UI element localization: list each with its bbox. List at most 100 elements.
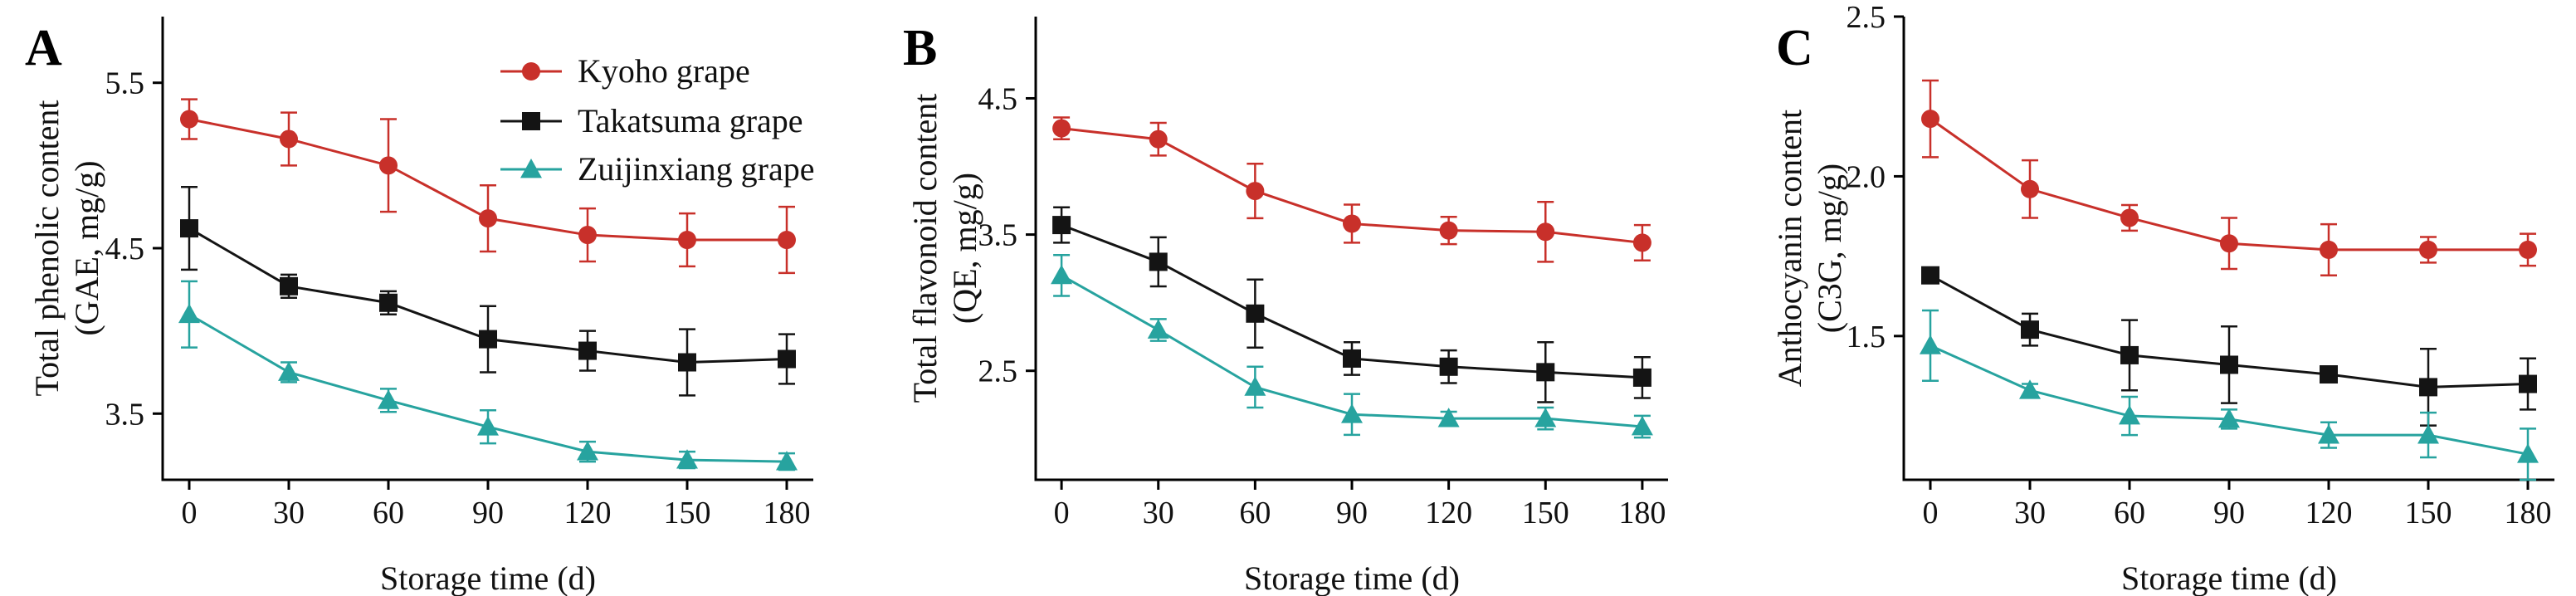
data-point	[2120, 208, 2139, 227]
data-point	[378, 389, 399, 409]
x-tick-label: 90	[472, 496, 504, 530]
data-point	[1920, 335, 1941, 354]
data-point	[1343, 214, 1361, 233]
legend-entry: Kyoho grape	[578, 52, 750, 90]
y-tick-label: 3.5	[105, 397, 145, 432]
data-point	[1149, 252, 1168, 271]
data-point	[2320, 240, 2338, 259]
panel-c: 0 30 60 90 120 150 180 1.5 2.0 2.5 Storage time (d…	[1771, 0, 2554, 596]
y-tick-label: 3.5	[978, 218, 1018, 253]
data-point	[1921, 110, 1939, 129]
x-axis-title: Storage time (d)	[380, 559, 596, 596]
data-point	[2021, 320, 2039, 340]
data-point	[2419, 240, 2437, 259]
x-tick-label: 0	[182, 496, 198, 530]
panel-b: 0 30 60 90 120 150 180 2.5 3.5 4.5 Storage time (d…	[903, 17, 1668, 596]
data-point	[2220, 355, 2238, 374]
panel-letter: C	[1776, 20, 1813, 76]
legend-entry: Takatsuma grape	[578, 102, 803, 139]
y-axis-title-line2: (C3G, mg/g)	[1811, 164, 1848, 333]
data-point	[2019, 379, 2041, 399]
data-point	[1631, 415, 1653, 436]
data-point	[678, 231, 696, 250]
data-point	[2419, 378, 2437, 397]
data-point	[1051, 264, 1073, 285]
x-tick-label: 120	[2305, 496, 2353, 530]
series-kyoho-grape	[1921, 79, 2537, 276]
data-point	[2320, 365, 2338, 384]
data-point	[2218, 408, 2240, 428]
x-tick-label: 30	[273, 496, 305, 530]
y-axis-title-line2: (QE, mg/g)	[946, 173, 983, 324]
series-takatsuma-grape	[1052, 206, 1651, 403]
x-tick-label: 180	[764, 496, 811, 530]
data-point	[2519, 240, 2537, 259]
x-tick-label: 90	[1336, 496, 1368, 530]
y-axis-title-line2: (GAE, mg/g)	[68, 160, 105, 335]
data-point	[280, 276, 298, 296]
series-kyoho-grape	[1052, 116, 1651, 263]
y-tick-label: 2.5	[1847, 0, 1886, 35]
data-point	[1341, 403, 1363, 423]
panel-a: 0 30 60 90 120 150 180 3.5 4.5 5.5 Storage time (d…	[25, 17, 814, 596]
data-point	[578, 226, 597, 245]
data-point	[1149, 129, 1168, 149]
data-point	[278, 361, 300, 381]
x-tick-label: 180	[1618, 496, 1666, 530]
data-point	[1343, 349, 1361, 368]
data-point	[2519, 374, 2537, 393]
x-axis-title: Storage time (d)	[2121, 559, 2337, 596]
data-point	[1536, 363, 1555, 382]
legend-marker	[522, 62, 540, 81]
x-tick-label: 30	[2014, 496, 2046, 530]
x-tick-label: 150	[2405, 496, 2452, 530]
data-point	[1052, 216, 1071, 235]
data-point	[577, 441, 598, 461]
y-axis-title-line1: Total phenolic content	[28, 100, 66, 396]
data-point	[2119, 405, 2140, 425]
data-point	[1632, 233, 1651, 252]
data-point	[1534, 408, 1557, 427]
y-tick-label: 2.0	[1847, 159, 1886, 194]
y-tick-label: 1.5	[1847, 320, 1886, 354]
data-point	[2318, 424, 2339, 444]
series-kyoho-grape	[180, 98, 796, 275]
legend-entry: Zuijinxiang grape	[578, 150, 814, 188]
data-point	[578, 341, 597, 360]
series-zuijinxiang-grape	[178, 280, 798, 471]
legend-marker	[520, 159, 542, 178]
data-point	[180, 219, 198, 238]
x-tick-label: 0	[1923, 496, 1939, 530]
y-axis-title-line1: Total flavonoid content	[906, 94, 944, 403]
series-zuijinxiang-grape	[1920, 309, 2539, 481]
series-takatsuma-grape	[1921, 266, 2537, 427]
panel-letter: B	[903, 20, 937, 76]
axes-frame	[1034, 17, 1668, 481]
data-point	[1052, 119, 1071, 138]
x-axis-title: Storage time (d)	[1244, 559, 1460, 596]
y-tick-label: 2.5	[978, 354, 1018, 389]
y-tick-label: 5.5	[105, 66, 145, 101]
legend: Kyoho grape Takatsuma grape Zuijinxiang gr…	[500, 52, 814, 188]
legend-marker	[522, 112, 540, 130]
x-tick-label: 120	[1425, 496, 1472, 530]
data-point	[2120, 345, 2139, 364]
y-tick-label: 4.5	[978, 81, 1018, 116]
data-point	[180, 110, 198, 129]
x-tick-label: 30	[1143, 496, 1174, 530]
x-tick-label: 150	[1522, 496, 1569, 530]
data-point	[2220, 234, 2238, 253]
x-tick-label: 90	[2213, 496, 2245, 530]
data-point	[280, 129, 298, 149]
data-point	[1246, 304, 1265, 323]
data-point	[1921, 266, 1939, 285]
axes-frame	[161, 17, 813, 481]
data-point	[178, 303, 200, 324]
data-point	[479, 330, 497, 349]
data-point	[1439, 357, 1458, 376]
x-tick-label: 0	[1054, 496, 1070, 530]
data-point	[676, 449, 698, 469]
data-point	[1147, 319, 1169, 339]
